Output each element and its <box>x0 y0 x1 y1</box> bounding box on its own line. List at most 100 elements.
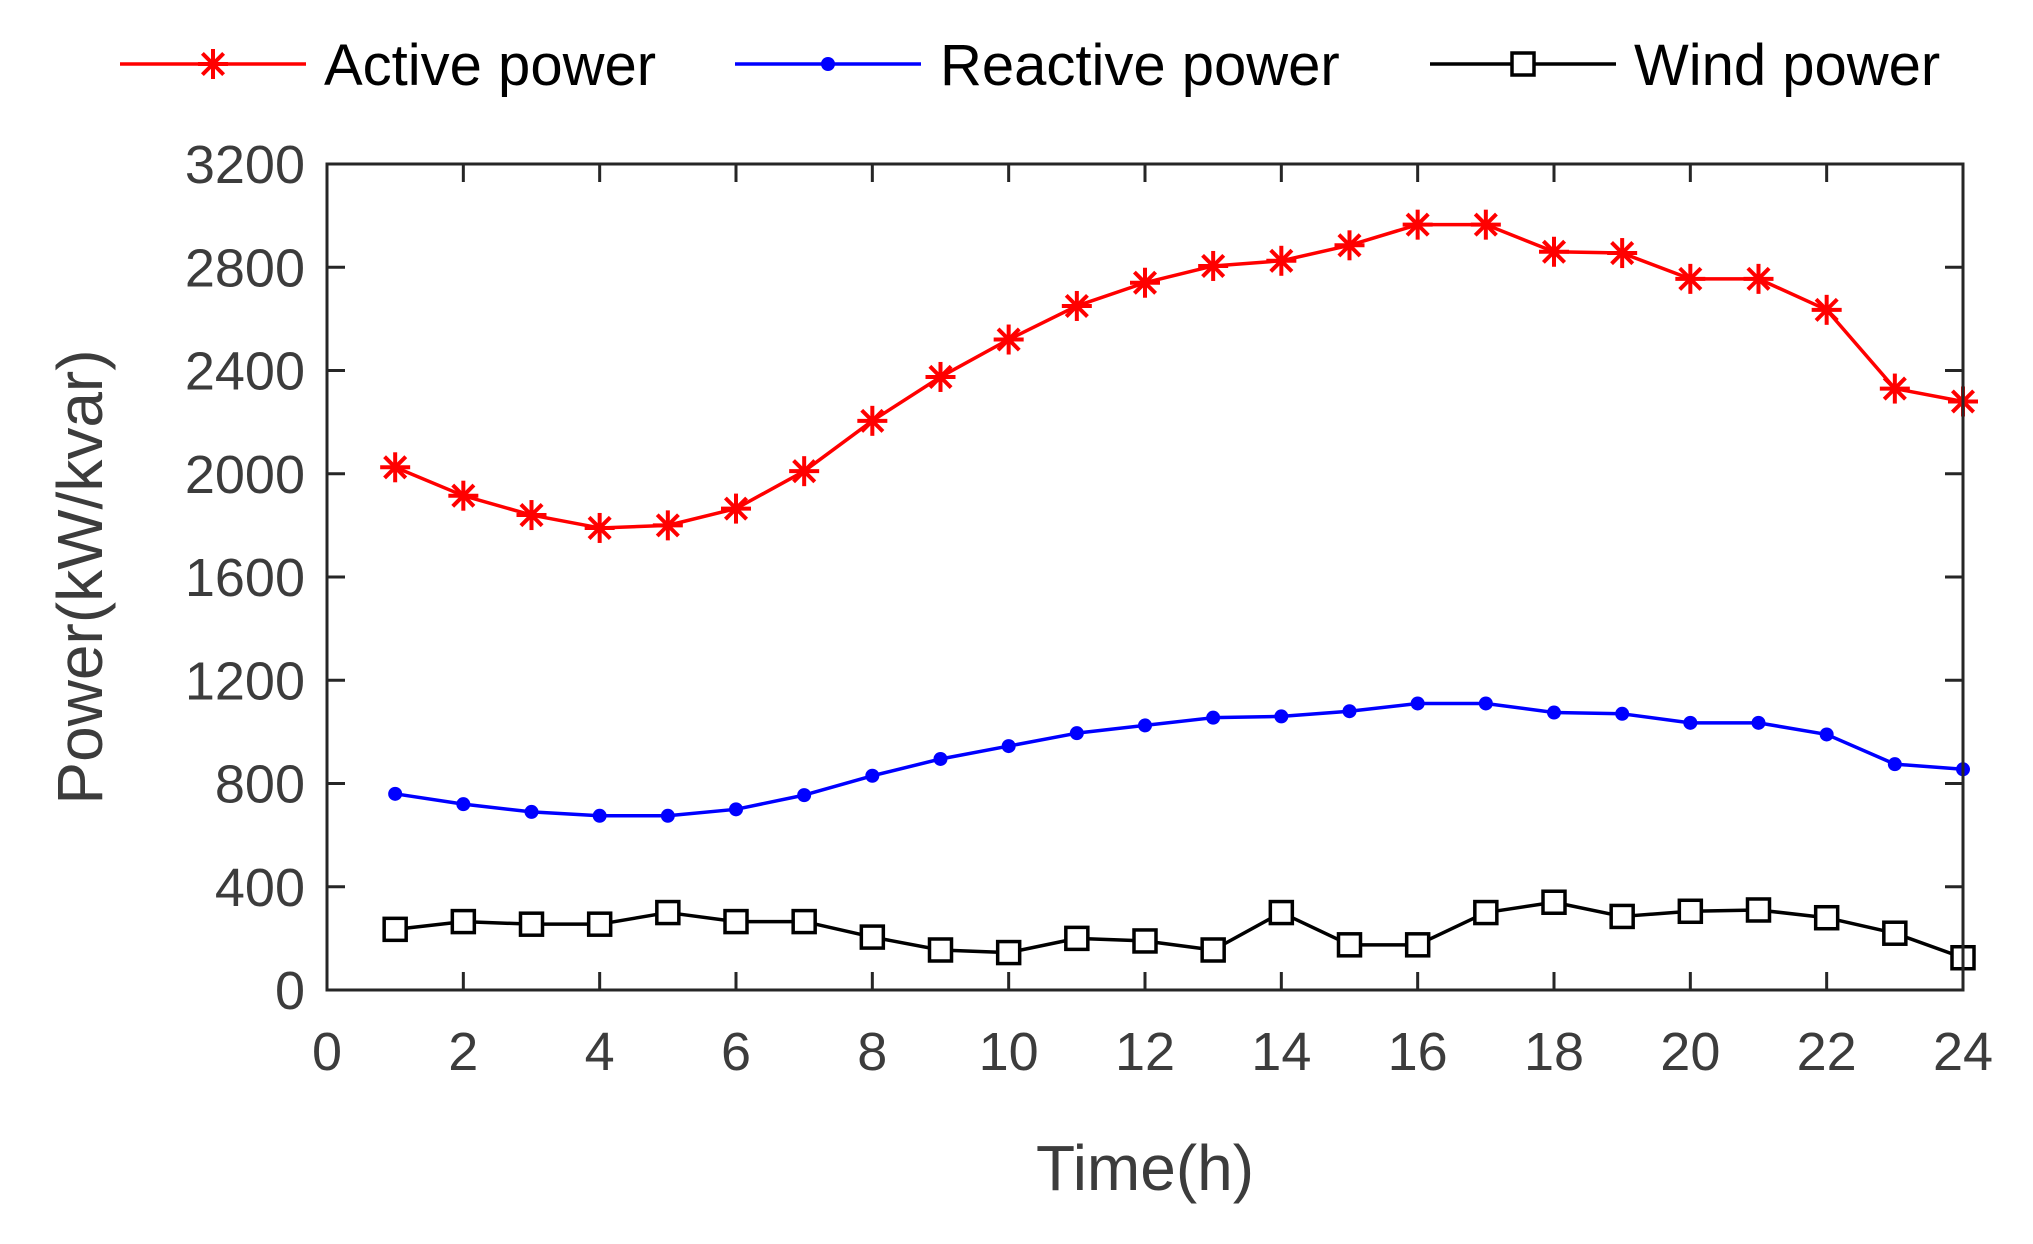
data-point <box>859 924 886 950</box>
series-active-power <box>380 209 1978 543</box>
data-point <box>797 788 812 803</box>
data-point <box>1882 920 1908 946</box>
y-tick-label: 400 <box>215 858 305 918</box>
data-point <box>1675 263 1706 294</box>
series-reactive-power <box>388 696 1970 823</box>
data-point <box>1819 727 1834 742</box>
data-point <box>995 939 1022 966</box>
data-point <box>1677 898 1704 925</box>
data-point <box>1811 294 1842 325</box>
data-point <box>592 808 607 823</box>
data-point <box>652 510 683 541</box>
data-point <box>1745 897 1772 923</box>
x-tick-label: 0 <box>312 1022 342 1082</box>
legend-label: Active power <box>324 33 656 98</box>
data-point <box>1743 263 1774 294</box>
data-point <box>1138 718 1152 733</box>
x-tick-label: 4 <box>585 1022 615 1082</box>
y-tick-label: 3200 <box>185 135 305 195</box>
data-point <box>1132 928 1158 954</box>
data-point <box>1402 209 1433 240</box>
series-line <box>394 701 1964 818</box>
x-tick-label: 18 <box>1524 1022 1584 1082</box>
data-point <box>1879 373 1910 404</box>
series-line <box>394 222 1964 530</box>
x-tick-label: 2 <box>448 1022 478 1082</box>
data-point <box>723 908 749 935</box>
data-point <box>1404 932 1431 958</box>
data-point <box>388 786 403 801</box>
data-point <box>1336 932 1363 958</box>
data-point <box>660 808 675 823</box>
data-point <box>791 908 817 935</box>
data-point <box>1609 903 1635 930</box>
data-point <box>1887 757 1902 772</box>
y-axis-title: Power(kW/kvar) <box>44 349 116 804</box>
data-point <box>1615 706 1630 721</box>
data-point <box>1268 899 1295 926</box>
data-point <box>1813 904 1840 931</box>
data-point <box>1547 705 1561 720</box>
data-point <box>448 480 479 511</box>
data-point <box>1130 267 1160 298</box>
x-tick-label: 20 <box>1660 1022 1720 1082</box>
x-tick-label: 6 <box>721 1022 751 1082</box>
y-tick-label: 2800 <box>185 238 305 298</box>
data-point <box>927 937 954 963</box>
axis-ticks: 0 2 4 6 8 10 12 14 16 18 20 22 240400800120016002000… <box>185 135 1993 1082</box>
y-tick-label: 2400 <box>185 342 305 402</box>
data-point <box>1206 710 1221 725</box>
data-point <box>450 908 477 935</box>
data-point <box>382 916 408 943</box>
y-tick-label: 0 <box>275 961 305 1021</box>
x-tick-label: 24 <box>1933 1022 1993 1082</box>
data-point <box>721 493 751 524</box>
legend-marker <box>1510 51 1536 77</box>
data-point <box>380 452 411 483</box>
data-point <box>1473 899 1499 926</box>
legend-label: Wind power <box>1634 33 1940 98</box>
data-point <box>584 512 615 543</box>
y-tick-label: 1200 <box>185 651 305 711</box>
data-point <box>1478 696 1493 711</box>
data-point <box>857 405 888 436</box>
data-point <box>865 768 880 783</box>
x-axis-title: Time(h) <box>1036 1132 1254 1204</box>
data-point <box>1751 715 1766 730</box>
data-point <box>1539 236 1569 267</box>
data-point <box>1200 937 1226 963</box>
data-point <box>518 911 545 937</box>
data-point <box>1470 209 1501 240</box>
data-point <box>1541 889 1567 915</box>
data-point <box>1334 230 1365 261</box>
data-point <box>524 804 539 819</box>
data-point <box>1001 739 1016 754</box>
legend-label: Reactive power <box>940 33 1340 98</box>
data-point <box>729 802 743 817</box>
y-tick-label: 1600 <box>185 548 305 608</box>
x-tick-label: 16 <box>1388 1022 1448 1082</box>
data-point <box>993 324 1024 355</box>
data-point <box>1607 238 1638 269</box>
data-point <box>1064 925 1090 952</box>
data-point <box>456 797 471 812</box>
y-tick-label: 2000 <box>185 445 305 505</box>
legend-marker <box>198 49 228 79</box>
data-point <box>1069 726 1084 741</box>
data-point <box>655 899 681 926</box>
data-point <box>586 911 613 937</box>
legend: Active power Reactive power Wind power <box>120 33 1940 98</box>
data-point <box>1274 709 1289 724</box>
series-wind-power <box>382 889 1976 971</box>
legend-item-active-power: Active power <box>120 33 656 98</box>
x-tick-label: 14 <box>1251 1022 1311 1082</box>
legend-item-reactive-power: Reactive power <box>735 33 1340 98</box>
data-point <box>789 456 820 487</box>
data-point <box>1683 715 1698 730</box>
data-point <box>1342 704 1357 719</box>
data-point <box>925 361 956 392</box>
data-point <box>1061 290 1092 321</box>
data-point <box>1266 245 1297 276</box>
